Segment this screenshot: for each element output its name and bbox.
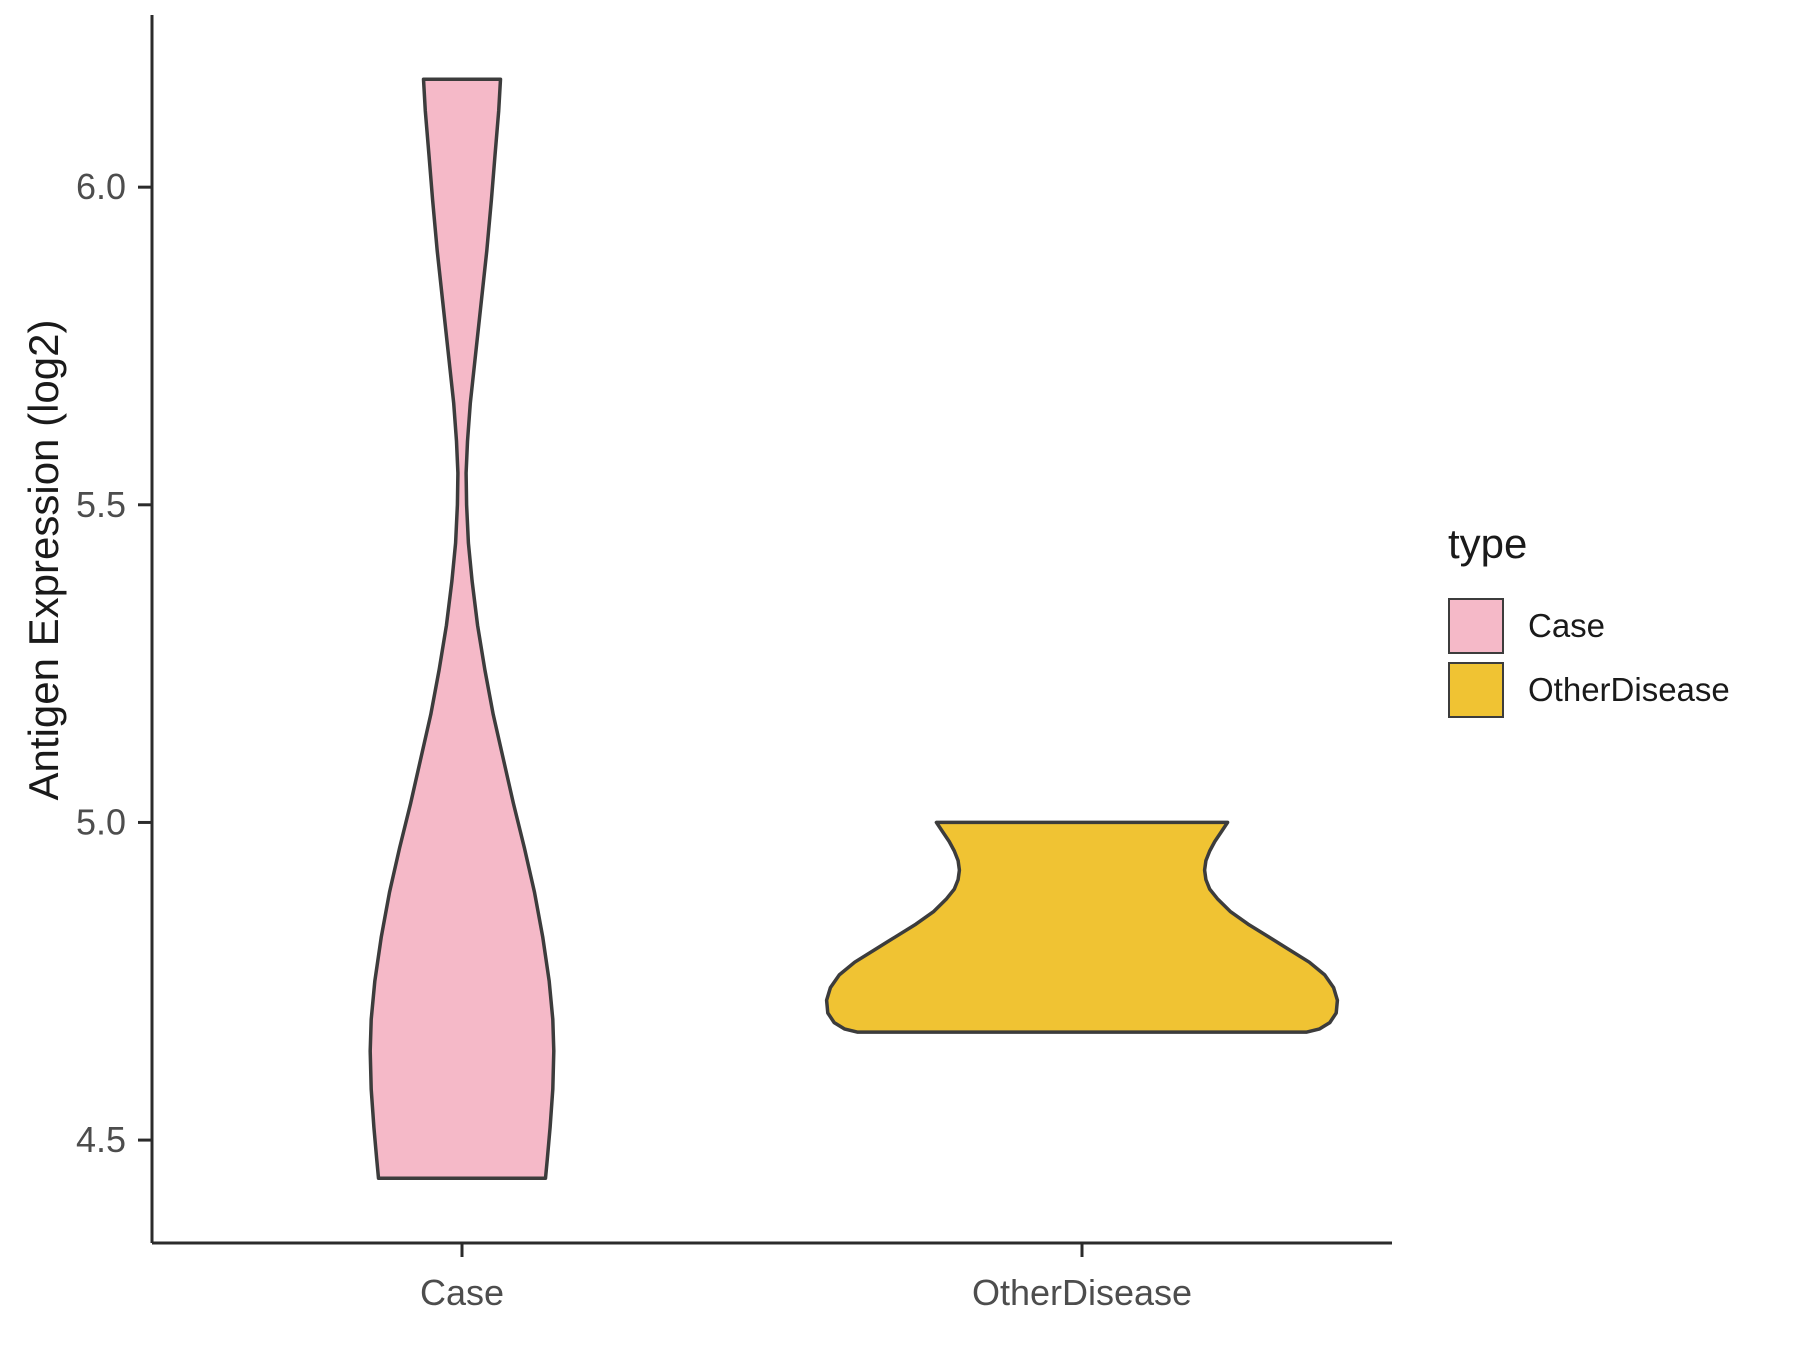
legend-swatch-otherdisease [1448, 662, 1504, 718]
legend-item-otherdisease: OtherDisease [1448, 662, 1730, 718]
legend: type Case OtherDisease [1448, 520, 1730, 726]
y-tick-label: 5.0 [76, 801, 126, 842]
y-axis-title: Antigen Expression (log2) [20, 319, 67, 801]
violin-case [368, 77, 556, 1180]
x-tick-label: Case [420, 1272, 504, 1313]
y-tick-label: 4.5 [76, 1119, 126, 1160]
legend-label-otherdisease: OtherDisease [1528, 671, 1730, 708]
violin-otherdisease [824, 820, 1340, 1034]
y-tick-label: 6.0 [76, 166, 126, 207]
legend-title: type [1448, 520, 1528, 567]
y-tick-label: 5.5 [76, 484, 126, 525]
x-tick-label: OtherDisease [972, 1272, 1192, 1313]
legend-swatch-case [1448, 598, 1504, 654]
legend-item-case: Case [1448, 598, 1730, 654]
legend-label-case: Case [1528, 607, 1606, 644]
